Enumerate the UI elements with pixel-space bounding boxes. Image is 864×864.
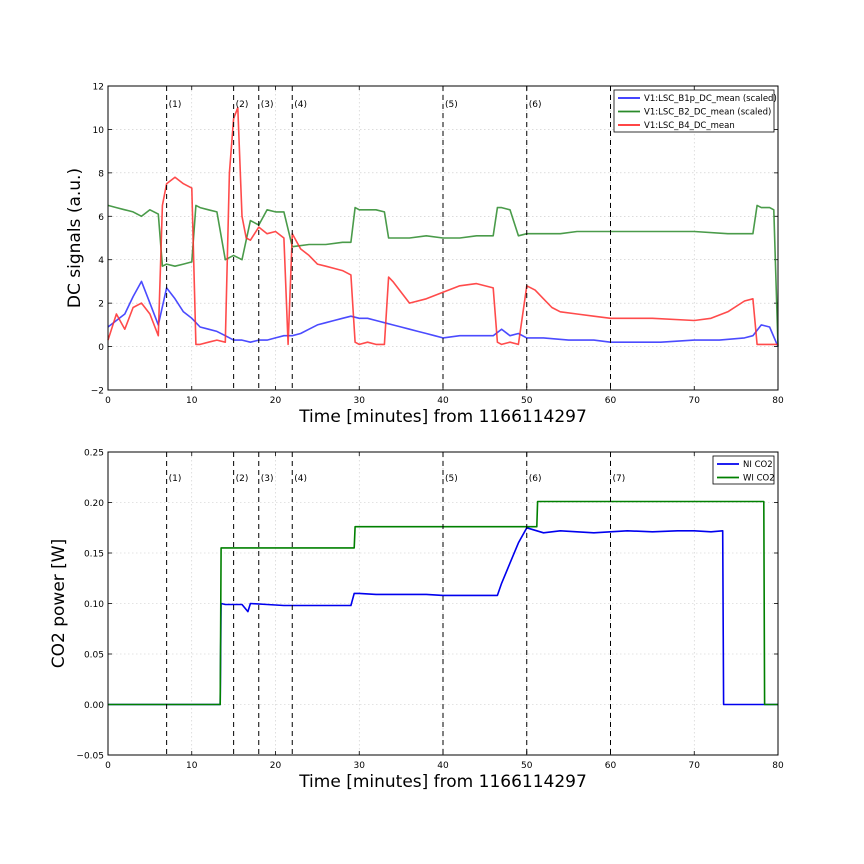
y-tick-label: 4 [98, 256, 104, 266]
x-tick-label: 40 [437, 761, 449, 771]
event-marker-label: (6) [529, 474, 542, 484]
x-tick-label: 50 [521, 761, 533, 771]
x-tick-label: 40 [437, 396, 449, 406]
y-tick-label: 0.20 [84, 499, 104, 509]
event-marker-label: (2) [236, 474, 249, 484]
legend-box [613, 89, 775, 133]
legend-label: V1:LSC_B4_DC_mean [644, 121, 735, 131]
series-line-0 [107, 280, 779, 347]
y-tick-label: 12 [93, 83, 104, 93]
y-tick-label: 6 [98, 213, 104, 223]
x-tick-label: 30 [354, 396, 366, 406]
x-tick-label: 70 [689, 761, 701, 771]
series-line-1 [108, 500, 778, 706]
event-marker-label: (7) [613, 474, 626, 484]
y-tick-label: 0.00 [84, 701, 104, 711]
y-tick-label: 10 [93, 126, 105, 136]
x-tick-label: 10 [186, 761, 198, 771]
x-tick-label: 60 [605, 396, 617, 406]
event-marker-label: (3) [261, 100, 274, 110]
x-axis-label: Time [minutes] from 1166114297 [298, 772, 587, 792]
y-tick-label: 0.05 [84, 651, 104, 661]
x-tick-label: 80 [772, 761, 784, 771]
x-tick-label: 20 [270, 761, 282, 771]
x-tick-label: 0 [105, 761, 111, 771]
series-line-1 [107, 204, 779, 347]
y-tick-label: 0 [98, 343, 104, 353]
axes-frame [107, 85, 779, 391]
event-marker-label: (3) [261, 474, 274, 484]
x-tick-label: 70 [689, 396, 701, 406]
x-tick-label: 80 [772, 396, 784, 406]
y-tick-label: −2 [91, 387, 104, 397]
x-tick-label: 10 [186, 396, 198, 406]
legend-label: WI CO2 [743, 474, 775, 484]
legend-label: V1:LSC_B1p_DC_mean (scaled) [644, 94, 777, 104]
y-tick-label: −0.05 [76, 752, 104, 762]
x-tick-label: 20 [270, 396, 282, 406]
event-marker-label: (4) [294, 100, 307, 110]
legend-label: NI CO2 [743, 460, 773, 470]
x-tick-label: 50 [521, 396, 533, 406]
y-axis-label: DC signals (a.u.) [65, 168, 85, 308]
event-marker-label: (4) [294, 474, 307, 484]
legend-label: V1:LSC_B2_DC_mean (scaled) [644, 108, 771, 118]
event-marker-label: (2) [236, 100, 249, 110]
event-marker-label: (1) [169, 100, 182, 110]
y-tick-label: 0.25 [84, 449, 104, 459]
y-tick-label: 2 [98, 300, 104, 310]
y-tick-label: 8 [98, 169, 104, 179]
x-axis-label: Time [minutes] from 1166114297 [298, 407, 587, 427]
series-line-0 [108, 526, 778, 706]
legend: NI CO2 WI CO2 [712, 455, 775, 485]
x-tick-label: 60 [605, 761, 617, 771]
x-tick-label: 0 [105, 396, 111, 406]
event-marker-label: (6) [529, 100, 542, 110]
event-marker-label: (5) [445, 100, 458, 110]
legend-box [712, 455, 775, 485]
axes-frame [107, 451, 779, 756]
y-tick-label: 0.15 [84, 550, 104, 560]
event-marker-label: (1) [169, 474, 182, 484]
y-tick-label: 0.10 [84, 600, 104, 610]
series-line-2 [107, 106, 778, 346]
x-tick-label: 30 [354, 761, 366, 771]
y-axis-label: CO2 power [W] [49, 539, 69, 669]
legend: V1:LSC_B1p_DC_mean (scaled) V1:LSC_B2_DC_… [613, 89, 777, 133]
chart-co2-power: 0 10 20 30 40 50 60 70 80 −0.05 0.00 0.05 0.10 0.15 0.… [49, 449, 784, 793]
event-marker-label: (5) [445, 474, 458, 484]
